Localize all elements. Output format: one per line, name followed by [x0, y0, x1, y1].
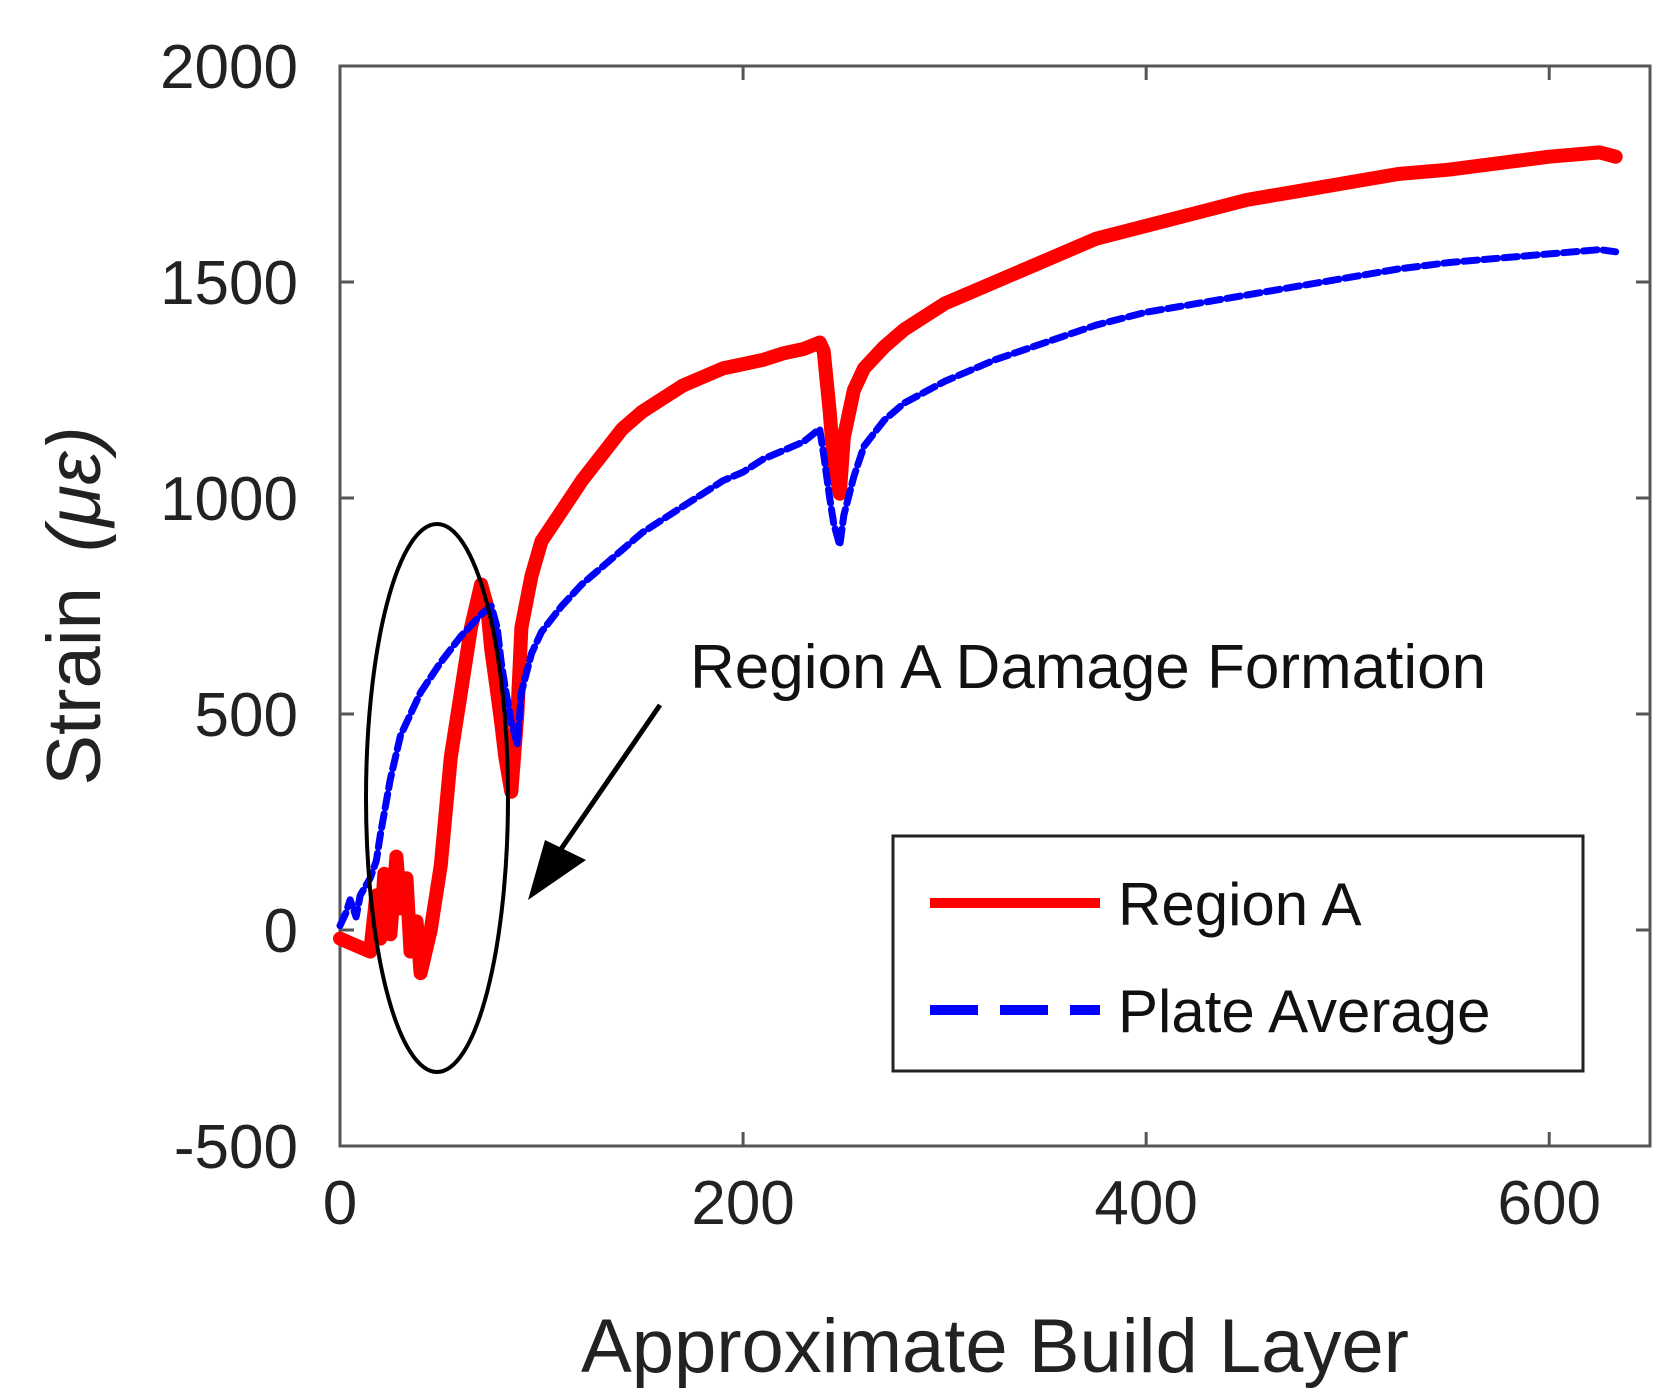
annotation-text: Region A Damage Formation — [690, 633, 1486, 702]
y-tick-label: 1500 — [160, 249, 298, 318]
legend-label-region-a: Region A — [1118, 871, 1362, 938]
series-layer — [333, 145, 1623, 981]
axis-tick-labels: 0 200 400 600 -500 0 500 1000 1500 2000 — [160, 33, 1601, 1238]
y-tick-label: -500 — [174, 1113, 298, 1182]
y-tick-label: 2000 — [160, 33, 298, 102]
plot-frame — [338, 64, 1652, 1148]
legend-box — [891, 834, 1585, 1073]
x-axis-title: Approximate Build Layer — [581, 1304, 1409, 1389]
y-axis-title: Strain (με) — [32, 426, 117, 785]
y-tick-label: 500 — [195, 681, 298, 750]
y-axis-title-unit: (με) — [32, 426, 117, 552]
damage-region-ellipse — [364, 522, 510, 1074]
x-tick-label: 400 — [1094, 1169, 1197, 1238]
y-tick-label: 0 — [264, 897, 298, 966]
annotation-arrowhead — [528, 840, 586, 900]
legend: Region A Plate Average — [891, 834, 1585, 1073]
y-axis-title-main: Strain — [32, 587, 117, 786]
axis-ticks — [338, 64, 1650, 1148]
x-tick-label: 0 — [323, 1169, 357, 1238]
series-line-region-a — [333, 145, 1623, 981]
x-tick-label: 600 — [1498, 1169, 1601, 1238]
x-tick-label: 200 — [691, 1169, 794, 1238]
series-line-plate-average — [336, 246, 1620, 930]
y-tick-label: 1000 — [160, 465, 298, 534]
legend-label-plate-average: Plate Average — [1118, 978, 1491, 1045]
annotation-arrow-shaft — [545, 703, 663, 870]
